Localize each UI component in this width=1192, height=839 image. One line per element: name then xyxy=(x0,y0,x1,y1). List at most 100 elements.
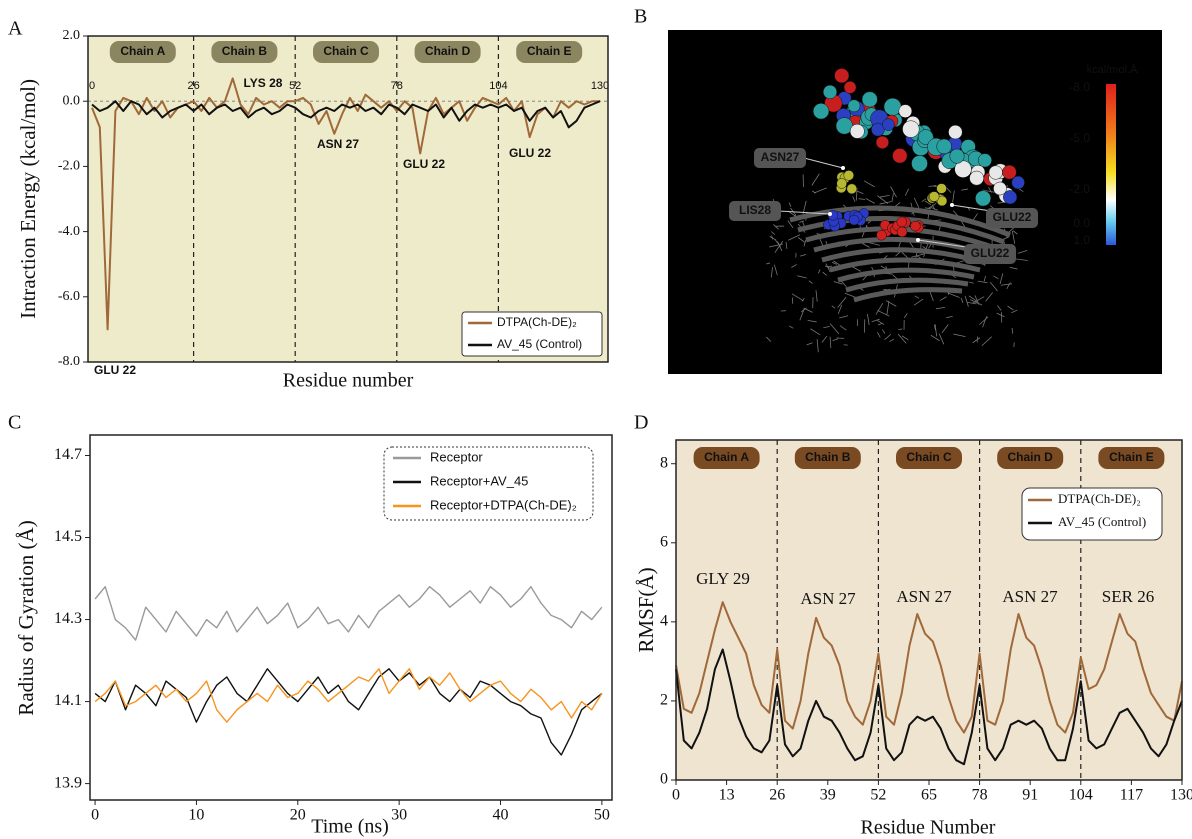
residue-atom xyxy=(849,215,859,225)
colorbar-tick-label: -5.0 xyxy=(1069,131,1090,145)
residue-atom xyxy=(844,170,854,180)
residue-label: LIS28 xyxy=(739,203,771,217)
residue-label: GLU22 xyxy=(993,210,1032,224)
y-axis-title: RMSF(Å) xyxy=(634,567,658,652)
ligand-atom xyxy=(950,149,965,164)
y-tick-label: -2.0 xyxy=(58,159,80,174)
y-tick-label: 6 xyxy=(660,533,668,550)
y-axis-title: Intraction Energy (kcal/mol) xyxy=(16,79,40,319)
annotation: ASN 27 xyxy=(896,587,952,606)
annotation: LYS 28 xyxy=(244,76,283,90)
colorbar-tick-label: 1.0 xyxy=(1073,233,1090,247)
residue-atom xyxy=(847,184,857,194)
y-tick-label: 14.7 xyxy=(54,446,82,463)
annotation: ASN 27 xyxy=(317,137,359,151)
annotation: ASN 27 xyxy=(1002,587,1058,606)
x-tick-label: 40 xyxy=(493,807,509,824)
residue-atom xyxy=(910,221,920,231)
x-tick-label: 26 xyxy=(769,787,785,804)
colorbar-tick-label: -8.0 xyxy=(1069,80,1090,94)
x-tick-label: 117 xyxy=(1120,787,1143,804)
x-tick-label: 78 xyxy=(972,787,988,804)
legend-label: DTPA(Ch-DE)₂ xyxy=(1058,491,1141,506)
y-tick-label: 2 xyxy=(660,692,668,709)
annotation: ASN 27 xyxy=(800,589,856,608)
ligand-atom xyxy=(948,125,962,139)
x-tick-label: 50 xyxy=(594,807,610,824)
y-tick-label: 14.5 xyxy=(54,528,82,545)
ligand-atom xyxy=(978,154,992,168)
residue-atom xyxy=(929,192,939,202)
leader-dot xyxy=(828,212,832,216)
residue-label: ASN27 xyxy=(761,150,800,164)
annotation: GLU 22 xyxy=(94,363,136,377)
chain-label: Chain E xyxy=(1109,450,1154,464)
y-tick-label: 14.3 xyxy=(54,610,82,627)
ligand-atom xyxy=(899,105,912,118)
leader-dot xyxy=(916,238,920,242)
ligand-atom xyxy=(813,103,829,119)
x-axis-title: Residue Number xyxy=(861,817,996,839)
ligand-atom xyxy=(848,100,860,112)
x-tick-label: 52 xyxy=(870,787,886,804)
residue-label: GLU22 xyxy=(971,246,1010,260)
residue-atom xyxy=(897,217,907,227)
x-tick-label: 39 xyxy=(820,787,836,804)
chain-label: Chain B xyxy=(222,44,268,58)
residue-atom xyxy=(877,230,887,240)
panel-label: D xyxy=(634,412,648,434)
y-tick-label: -6.0 xyxy=(58,289,80,304)
x-tick-label: 0 xyxy=(91,807,99,824)
annotation: GLY 29 xyxy=(696,569,750,588)
x-tick-label: 20 xyxy=(290,807,306,824)
x-tick-label: 130 xyxy=(591,80,609,92)
x-tick-label: 130 xyxy=(1170,787,1192,804)
chain-label: Chain B xyxy=(805,450,851,464)
leader-dot xyxy=(841,166,845,170)
chain-label: Chain C xyxy=(906,450,952,464)
x-axis-title: Residue number xyxy=(283,370,414,392)
panel-label: B xyxy=(634,6,647,28)
colorbar-tick-label: 0.0 xyxy=(1073,216,1090,230)
ligand-atom xyxy=(911,155,927,171)
ligand-atom xyxy=(975,191,991,207)
y-tick-label: 13.9 xyxy=(54,774,82,791)
x-tick-label: 0 xyxy=(89,80,95,92)
ligand-atom xyxy=(989,166,1003,180)
ligand-atom xyxy=(902,121,919,138)
legend-label: Receptor+AV_45 xyxy=(430,473,528,488)
chain-label: Chain E xyxy=(527,44,572,58)
ligand-atom xyxy=(970,171,984,185)
x-tick-label: 0 xyxy=(672,787,680,804)
y-tick-label: -8.0 xyxy=(58,354,80,369)
y-tick-label: 0 xyxy=(660,771,668,788)
ligand-atom xyxy=(862,92,877,107)
y-tick-label: 14.1 xyxy=(54,692,82,709)
chain-label: Chain C xyxy=(323,44,369,58)
y-tick-label: -4.0 xyxy=(58,224,80,239)
legend-label: Receptor+DTPA(Ch-DE)₂ xyxy=(430,497,577,512)
series-line xyxy=(95,669,602,722)
legend-label: AV_45 (Control) xyxy=(497,337,582,351)
colorbar-tick-label: -2.0 xyxy=(1069,182,1090,196)
x-tick-label: 30 xyxy=(391,807,407,824)
y-tick-label: 0.0 xyxy=(63,93,81,108)
ligand-atom xyxy=(892,148,907,163)
y-axis-title: Radius of Gyration (Å) xyxy=(14,520,38,715)
chain-label: Chain A xyxy=(704,450,749,464)
ligand-atom xyxy=(882,119,894,131)
chain-label: Chain D xyxy=(1008,450,1054,464)
x-tick-label: 13 xyxy=(719,787,735,804)
ligand-atom xyxy=(844,81,856,93)
panel-label: C xyxy=(8,412,21,434)
ligand-atom xyxy=(834,68,848,82)
legend-label: DTPA(Ch-DE)₂ xyxy=(497,315,577,329)
ligand-atom xyxy=(1002,165,1016,179)
series-line xyxy=(95,587,602,640)
colorbar xyxy=(1106,84,1116,245)
panel-label: A xyxy=(8,18,23,40)
series-line xyxy=(95,669,602,755)
annotation: SER 26 xyxy=(1102,587,1154,606)
ligand-atom xyxy=(884,98,901,115)
x-tick-label: 65 xyxy=(921,787,937,804)
